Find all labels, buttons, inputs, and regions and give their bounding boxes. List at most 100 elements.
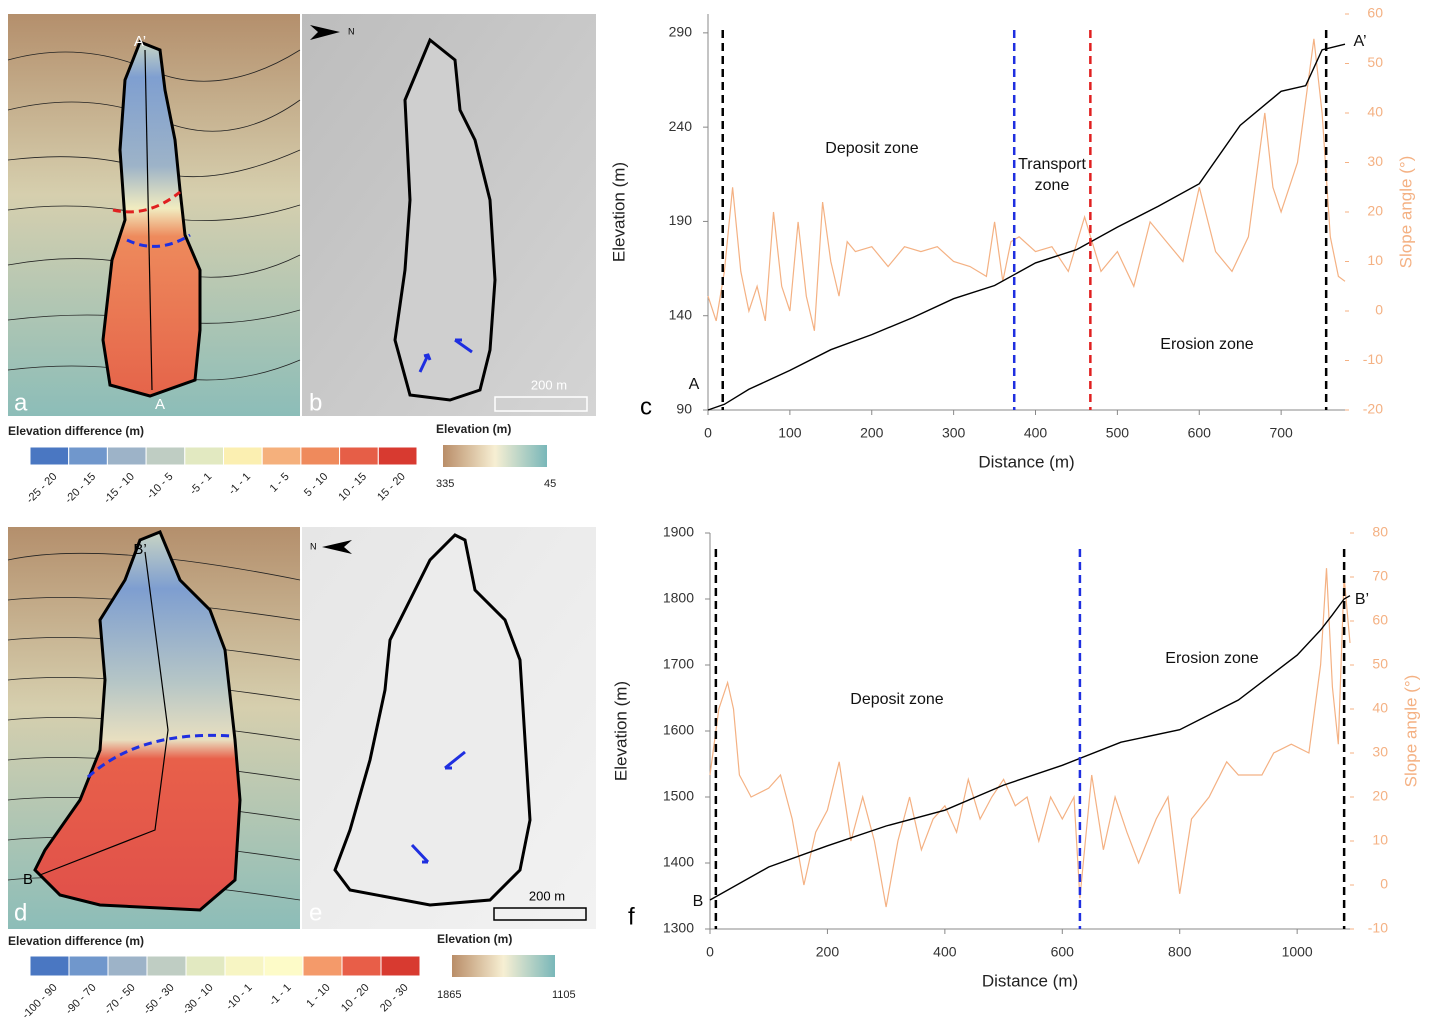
y-tick-label: 90 (676, 401, 692, 417)
legend-class: -100 - 90 (20, 982, 60, 1022)
scale-bar (493, 907, 587, 921)
legend-swatch (184, 446, 225, 466)
y-tick-label: 1300 (663, 920, 694, 936)
y-axis-label: Elevation (m) (609, 162, 628, 262)
landslide-outline (33, 530, 242, 912)
legend-class: -25 - 20 (24, 471, 59, 506)
legend-class: 5 - 10 (302, 471, 330, 499)
panel-label: a (14, 389, 28, 416)
legend-swatch (146, 955, 187, 977)
elev-label: 45 (544, 478, 556, 490)
legend-title: Elevation difference (m) (8, 934, 144, 948)
legend-class: -70 - 50 (102, 982, 137, 1017)
elev-bar (452, 955, 555, 977)
point-label: B’ (133, 541, 146, 558)
annotation: Deposit zone (850, 691, 943, 708)
y-tick-label: 1800 (663, 590, 694, 606)
y2-tick-label: 80 (1372, 524, 1388, 540)
x-tick-label: 600 (1188, 425, 1212, 441)
y2-tick-label: 60 (1372, 612, 1388, 628)
legend-class: 10 - 20 (339, 982, 372, 1015)
legend-class: -30 - 10 (180, 982, 215, 1017)
x-tick-label: 200 (816, 944, 840, 960)
point-label: A’ (134, 33, 146, 50)
legend-class: -10 - 5 (145, 471, 176, 502)
boundary-blue (86, 733, 233, 779)
legend-class: -20 - 15 (63, 471, 98, 506)
panel-label: e (309, 899, 322, 926)
x-tick-label: 600 (1051, 944, 1075, 960)
landslide-outline (393, 37, 497, 402)
north-label: N (310, 541, 317, 551)
legend-swatch (29, 955, 70, 977)
scale-bar (494, 396, 588, 412)
legend-swatch (339, 446, 379, 466)
data-line (709, 568, 1351, 908)
panel-label: c (640, 393, 652, 420)
y2-tick-label: 20 (1367, 203, 1383, 219)
annotation: Deposit zone (825, 140, 918, 157)
legend-class: -1 - 1 (226, 471, 253, 498)
legend-class: 1 - 10 (304, 982, 332, 1010)
y2-tick-label: 60 (1367, 5, 1383, 21)
legend-swatch (223, 446, 263, 466)
y-tick-label: 1600 (663, 722, 694, 738)
y-axis-label: Elevation (m) (611, 681, 630, 781)
legend-swatch (341, 955, 382, 977)
x-axis-label: Distance (m) (978, 452, 1074, 471)
profile-line (144, 49, 153, 391)
legend-swatch (263, 955, 304, 977)
legend-swatch (261, 446, 302, 466)
y2-tick-label: 0 (1380, 876, 1388, 892)
point-label: B (23, 871, 33, 888)
x-tick-label: 300 (942, 425, 966, 441)
annotation: A (689, 376, 700, 393)
x-tick-label: 200 (860, 425, 884, 441)
annotation: Erosion zone (1160, 336, 1253, 353)
panel-label: b (309, 389, 322, 416)
y-tick-label: 1400 (663, 854, 694, 870)
elev-label: 1105 (552, 989, 576, 1001)
profile-line (39, 551, 169, 876)
legend-class: -50 - 30 (141, 982, 176, 1017)
x-tick-label: 0 (704, 425, 712, 441)
north-arrow (310, 25, 340, 40)
y-tick-label: 1700 (663, 656, 694, 672)
y2-tick-label: 50 (1372, 656, 1388, 672)
annotation: B (693, 893, 704, 910)
y2-axis-label: Slope angle (°) (1396, 156, 1415, 269)
y2-tick-label: 0 (1375, 302, 1383, 318)
legend-swatch (107, 955, 148, 977)
x-tick-label: 0 (706, 944, 714, 960)
legend-swatch (106, 446, 147, 466)
boundary-red (112, 190, 181, 214)
data-line (707, 38, 1346, 331)
legend-class: 15 - 20 (375, 471, 408, 504)
x-tick-label: 700 (1269, 425, 1293, 441)
x-tick-label: 400 (933, 944, 957, 960)
y-tick-label: 1900 (663, 524, 694, 540)
y2-tick-label: -10 (1363, 351, 1383, 367)
y2-tick-label: 10 (1367, 252, 1383, 268)
legend-title: Elevation (m) (437, 932, 512, 946)
y-tick-label: 140 (669, 306, 693, 322)
x-tick-label: 1000 (1282, 944, 1313, 960)
y2-tick-label: 50 (1367, 54, 1383, 70)
x-tick-label: 400 (1024, 425, 1048, 441)
arrows (418, 338, 473, 373)
y2-tick-label: 40 (1367, 104, 1383, 120)
annotation: B’ (1355, 591, 1369, 608)
scale-label: 200 m (531, 377, 567, 392)
legend-class: -15 - 10 (102, 471, 137, 506)
legend-class: 20 - 30 (378, 982, 411, 1015)
y2-tick-label: -20 (1363, 401, 1383, 417)
legend-class: 10 - 15 (336, 471, 369, 504)
landslide-outline (333, 533, 532, 907)
y2-tick-label: -10 (1368, 920, 1388, 936)
x-axis-label: Distance (m) (982, 971, 1078, 990)
legend-title: Elevation difference (m) (8, 424, 144, 438)
annotation: A’ (1353, 33, 1366, 50)
north-label: N (348, 26, 355, 36)
legend-title: Elevation (m) (436, 422, 511, 436)
y-tick-label: 190 (669, 212, 693, 228)
